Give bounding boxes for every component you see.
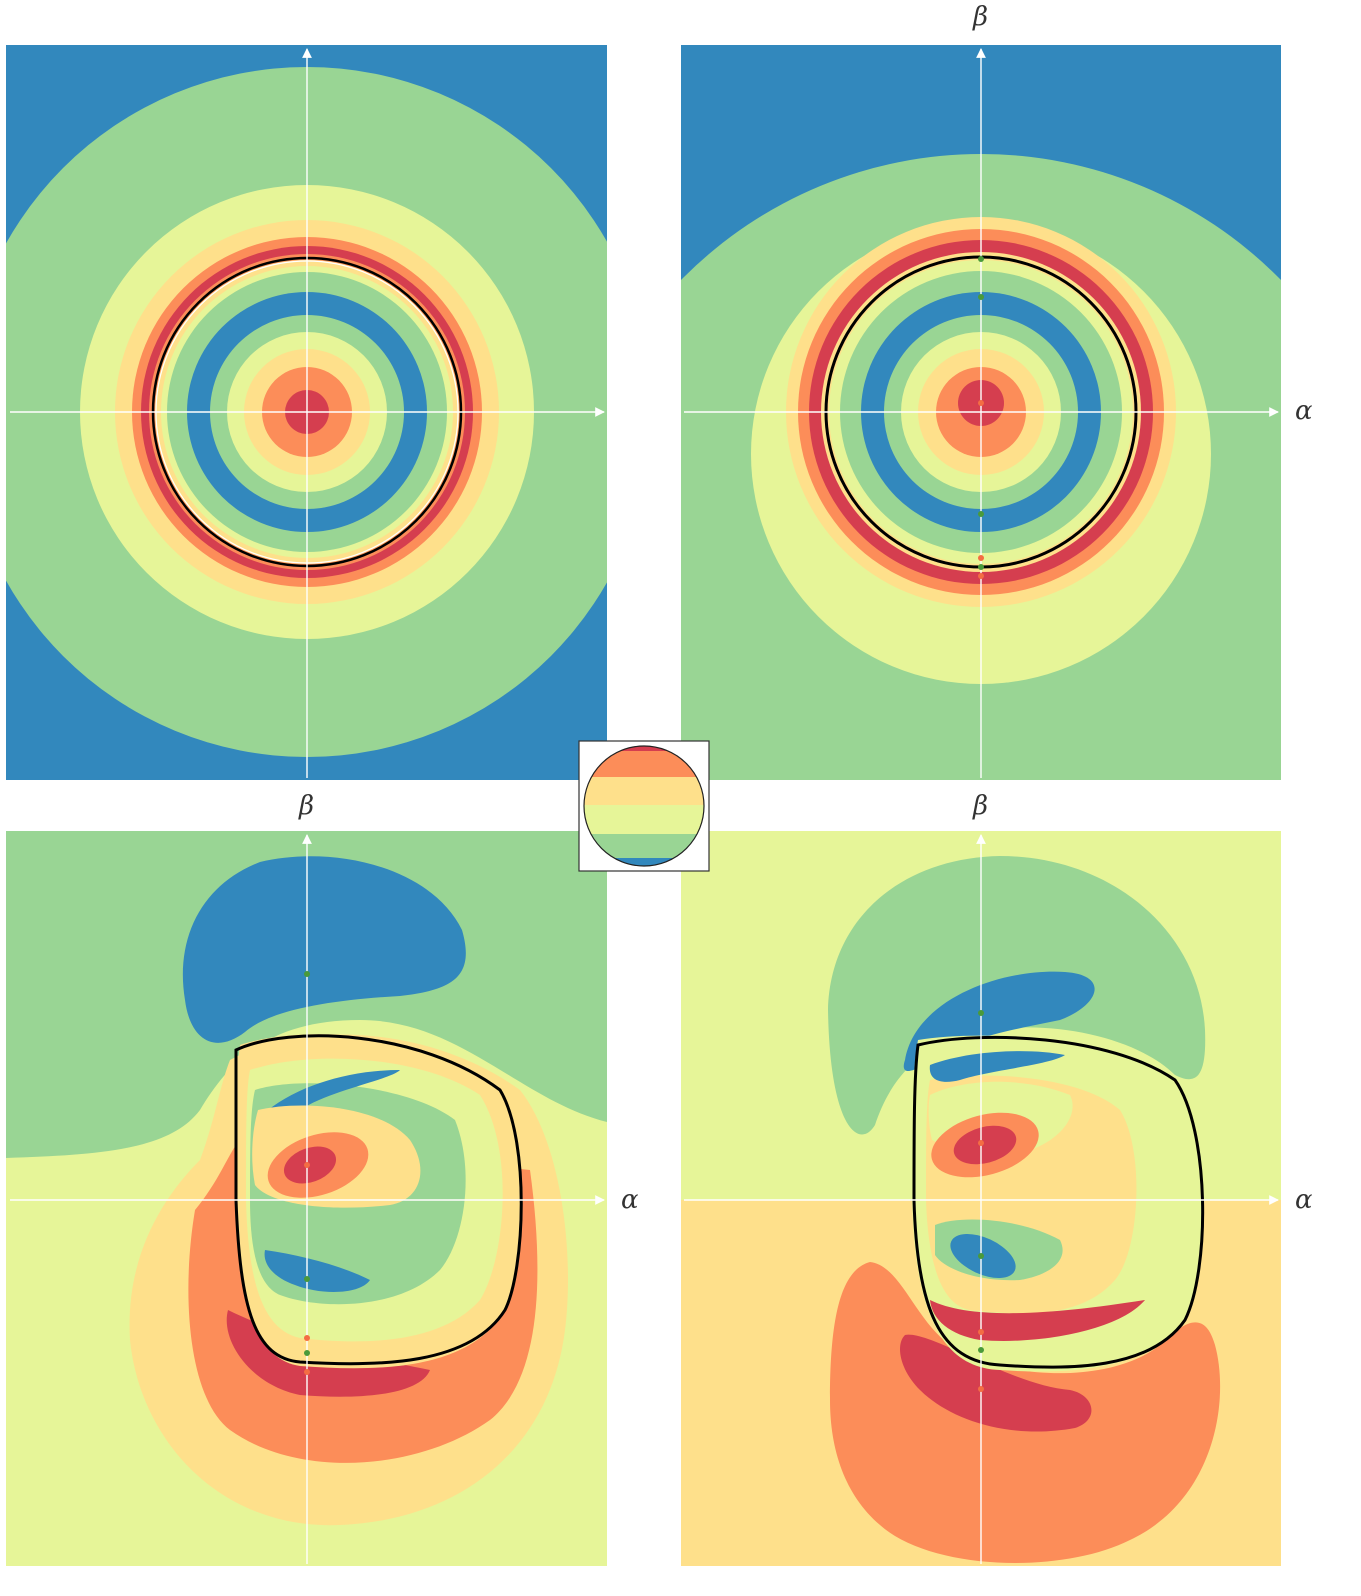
panel-bottom-left bbox=[6, 831, 607, 1566]
bottom-left-beta-label: β bbox=[299, 791, 315, 821]
panel-top-left bbox=[6, 45, 607, 780]
top-right-alpha-label: α bbox=[1295, 396, 1313, 426]
panel-bottom-right bbox=[681, 831, 1281, 1566]
top-right-beta-label: β bbox=[973, 2, 989, 32]
bottom-right-beta-label: β bbox=[973, 791, 989, 821]
bottom-left-alpha-label: α bbox=[621, 1185, 639, 1215]
bottom-right-alpha-label: α bbox=[1295, 1185, 1313, 1215]
panel-top-right bbox=[681, 45, 1281, 780]
inset-striped-disk-icon bbox=[578, 740, 710, 872]
